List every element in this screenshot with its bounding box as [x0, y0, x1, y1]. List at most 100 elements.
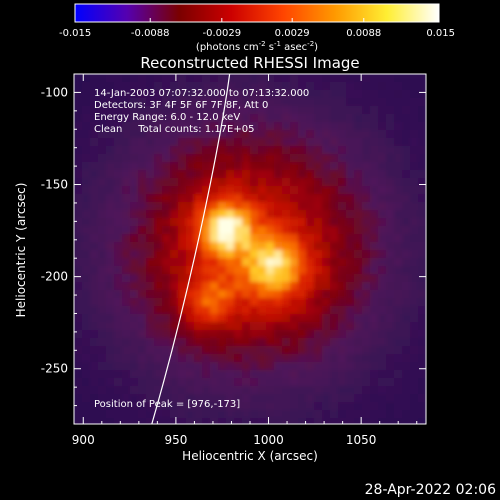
- heatmap-cell: [378, 274, 387, 283]
- heatmap-cell: [266, 258, 275, 267]
- heatmap-cell: [122, 202, 131, 211]
- heatmap-cell: [354, 338, 363, 347]
- y-axis-label: Heliocentric Y (arcsec): [14, 183, 28, 318]
- heatmap-cell: [98, 194, 107, 203]
- heatmap-cell: [386, 242, 395, 251]
- heatmap-cell: [146, 194, 155, 203]
- heatmap-cell: [202, 314, 211, 323]
- heatmap-cell: [258, 242, 267, 251]
- heatmap-cell: [306, 98, 315, 107]
- heatmap-cell: [378, 138, 387, 147]
- heatmap-cell: [234, 338, 243, 347]
- heatmap-cell: [82, 170, 91, 179]
- heatmap-cell: [154, 154, 163, 163]
- heatmap-cell: [282, 306, 291, 315]
- heatmap-cell: [282, 154, 291, 163]
- heatmap-cell: [114, 114, 123, 123]
- heatmap-cell: [274, 322, 283, 331]
- heatmap-cell: [162, 274, 171, 283]
- heatmap-cell: [402, 170, 411, 179]
- heatmap-cell: [90, 114, 99, 123]
- heatmap-cell: [82, 218, 91, 227]
- heatmap-cell: [266, 306, 275, 315]
- heatmap-cell: [234, 306, 243, 315]
- heatmap-cell: [202, 146, 211, 155]
- heatmap-cell: [290, 186, 299, 195]
- heatmap-cell: [202, 250, 211, 259]
- heatmap-cell: [138, 146, 147, 155]
- heatmap-cell: [418, 226, 426, 235]
- heatmap-cell: [410, 266, 419, 275]
- heatmap-cell: [74, 242, 83, 251]
- heatmap-cell: [210, 298, 219, 307]
- heatmap-cell: [378, 386, 387, 395]
- heatmap-cell: [202, 322, 211, 331]
- heatmap-cell: [410, 154, 419, 163]
- heatmap-cell: [186, 154, 195, 163]
- heatmap-cell: [354, 226, 363, 235]
- heatmap-cell: [90, 314, 99, 323]
- heatmap-cell: [378, 410, 387, 419]
- heatmap-cell: [378, 418, 387, 424]
- heatmap-cell: [322, 322, 331, 331]
- heatmap-cell: [338, 322, 347, 331]
- heatmap-cell: [98, 218, 107, 227]
- heatmap-cell: [122, 370, 131, 379]
- heatmap-cell: [226, 306, 235, 315]
- heatmap-cell: [170, 322, 179, 331]
- heatmap-cell: [378, 234, 387, 243]
- heatmap-cell: [106, 186, 115, 195]
- heatmap-cell: [290, 322, 299, 331]
- heatmap-cell: [354, 354, 363, 363]
- heatmap-cell: [154, 130, 163, 139]
- heatmap-cell: [242, 418, 251, 424]
- heatmap-cell: [322, 130, 331, 139]
- heatmap-cell: [266, 210, 275, 219]
- heatmap-cell: [338, 98, 347, 107]
- heatmap-cell: [330, 178, 339, 187]
- heatmap-cell: [138, 338, 147, 347]
- heatmap-cell: [74, 138, 83, 147]
- heatmap-cell: [362, 106, 371, 115]
- heatmap-cell: [106, 282, 115, 291]
- heatmap-cell: [402, 242, 411, 251]
- heatmap-cell: [242, 322, 251, 331]
- heatmap-cell: [130, 194, 139, 203]
- heatmap-cell: [90, 418, 99, 424]
- heatmap-cell: [130, 410, 139, 419]
- heatmap-cell: [298, 186, 307, 195]
- heatmap-cell: [106, 146, 115, 155]
- heatmap-cell: [394, 386, 403, 395]
- heatmap-cell: [314, 354, 323, 363]
- heatmap-cell: [410, 346, 419, 355]
- heatmap-cell: [218, 154, 227, 163]
- heatmap-cell: [114, 306, 123, 315]
- heatmap-cell: [354, 130, 363, 139]
- heatmap-cell: [274, 266, 283, 275]
- heatmap-cell: [314, 106, 323, 115]
- heatmap-cell: [210, 138, 219, 147]
- heatmap-cell: [402, 314, 411, 323]
- heatmap-cell: [314, 226, 323, 235]
- heatmap-cell: [306, 298, 315, 307]
- heatmap-cell: [402, 378, 411, 387]
- heatmap-cell: [258, 82, 267, 91]
- heatmap-cell: [346, 394, 355, 403]
- heatmap-cell: [82, 162, 91, 171]
- heatmap-cell: [194, 266, 203, 275]
- heatmap-cell: [402, 394, 411, 403]
- heatmap-cell: [242, 74, 251, 83]
- heatmap-cell: [186, 378, 195, 387]
- heatmap-cell: [186, 362, 195, 371]
- heatmap-cell: [346, 266, 355, 275]
- heatmap-cell: [370, 282, 379, 291]
- heatmap-cell: [98, 186, 107, 195]
- heatmap-cell: [242, 378, 251, 387]
- heatmap-cell: [274, 82, 283, 91]
- heatmap-cell: [338, 410, 347, 419]
- heatmap-cell: [338, 290, 347, 299]
- heatmap-cell: [266, 74, 275, 83]
- heatmap-cell: [266, 346, 275, 355]
- heatmap-cell: [290, 386, 299, 395]
- heatmap-cell: [122, 210, 131, 219]
